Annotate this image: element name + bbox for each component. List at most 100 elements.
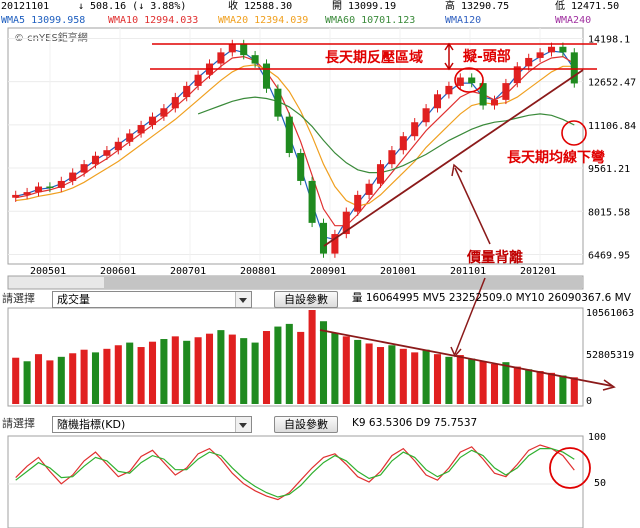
volume-bar: [490, 363, 499, 404]
candle-body: [468, 77, 476, 84]
volume-bar: [57, 356, 65, 404]
volume-bar: [148, 341, 157, 404]
candle-body: [285, 116, 293, 153]
candle-body: [502, 83, 510, 100]
candle-body: [171, 97, 179, 109]
volume-bar: [445, 356, 453, 404]
resistance-arrow-heads: [444, 42, 454, 71]
timeline-scroll-thumb[interactable]: [104, 277, 582, 288]
candle-body: [57, 180, 65, 188]
watermark: © cnYES鉅亨網: [14, 31, 88, 44]
price-xtick-label: 200901: [310, 266, 346, 277]
volume-indicator-select[interactable]: 成交量: [52, 291, 252, 308]
volume-bar: [319, 321, 328, 404]
volume-bars: [12, 310, 578, 404]
volume-bar: [160, 339, 168, 404]
candle-body: [354, 194, 362, 212]
candle-body: [103, 150, 111, 156]
volume-bar: [205, 333, 214, 404]
candle-body: [251, 55, 259, 64]
candle-body: [91, 155, 100, 165]
kd-select-value: 隨機指標(KD): [57, 418, 126, 431]
price-xtick-label: 201101: [450, 266, 486, 277]
candle-body: [422, 108, 430, 123]
candle-body: [148, 116, 157, 126]
candle-body: [228, 43, 236, 53]
volume-bar: [354, 339, 362, 404]
volume-select-value: 成交量: [57, 293, 90, 306]
legend-wma10: WMA10 12994.033: [108, 15, 198, 26]
price-xtick-label: 200601: [100, 266, 136, 277]
head-circle: [454, 67, 484, 93]
price-xtick-label: 200801: [240, 266, 276, 277]
candle-body: [160, 108, 168, 117]
candle-body: [536, 52, 544, 58]
candle-body: [570, 52, 578, 84]
kd-panel-frame: [7, 435, 584, 528]
candle-body: [23, 192, 31, 195]
price-xtick-label: 201201: [520, 266, 556, 277]
volume-bar: [331, 332, 339, 404]
volume-bar: [297, 331, 305, 404]
kd-stats: K9 63.5306 D9 75.7537: [352, 417, 478, 429]
candle-body: [80, 164, 88, 173]
price-ytick-label: 14198.1: [588, 34, 630, 45]
price-ytick-label: 12652.47: [588, 78, 636, 89]
divergence-annotation: 價量背離: [466, 249, 523, 266]
candle-body: [331, 234, 339, 254]
candle-body: [137, 125, 145, 134]
ma-legend: WMA5 13099.958 WMA10 12994.033 WMA20 123…: [1, 15, 591, 26]
header-open: 開 13099.19: [332, 0, 396, 12]
candle-body: [388, 150, 396, 165]
header-change: ↓ 508.16 (↓ 3.88%): [78, 1, 186, 12]
volume-bar: [274, 326, 282, 404]
ma-down-circle: [561, 120, 587, 146]
candle-body: [365, 183, 373, 195]
price-xtick-label: 200501: [30, 266, 66, 277]
kd-lines: [15, 444, 575, 501]
header-close: 收 12588.30: [228, 0, 292, 12]
candle-body: [126, 133, 134, 142]
candle-body: [217, 52, 225, 64]
volume-bar: [513, 366, 521, 404]
volume-trend-arrowhead: [602, 379, 616, 391]
volume-bar: [23, 361, 31, 404]
volume-bar: [456, 355, 464, 404]
price-x-axis: 200501 200601 200701 200801 200901 201001 2011…: [30, 266, 556, 277]
kd-select-label: 請選擇: [2, 417, 35, 430]
price-ytick-label: 9561.21: [588, 164, 630, 175]
price-xtick-label: 200701: [170, 266, 206, 277]
legend-wma60: WMA60 10701.123: [325, 15, 415, 26]
volume-bar: [34, 354, 43, 404]
volume-settings-button[interactable]: 自設參數: [274, 291, 338, 308]
candle-body: [456, 77, 464, 86]
support-trendline: [323, 69, 584, 247]
divergence-arrow-up: [454, 167, 491, 245]
volume-trendline: [319, 329, 613, 387]
volume-bar: [194, 337, 202, 404]
volume-bar: [126, 342, 134, 404]
candle-body: [479, 83, 487, 106]
kd-indicator-select[interactable]: 隨機指標(KD): [52, 416, 252, 433]
candle-body: [547, 46, 556, 53]
price-y-axis: 14198.1 12652.47 11106.84 9561.21 8015.58 646…: [588, 34, 636, 261]
candle-body: [433, 94, 442, 109]
divergence-arrow-down: [454, 277, 486, 355]
candle-body: [114, 141, 122, 151]
price-panel-frame: [7, 27, 584, 265]
ma-down-annotation: 長天期均線下彎: [507, 149, 605, 166]
volume-bar: [479, 361, 487, 404]
header-high: 高 13290.75: [445, 0, 509, 12]
candle-body: [513, 66, 521, 84]
kd-settings-button[interactable]: 自設參數: [274, 416, 338, 433]
volume-ytick-zero: 0: [586, 396, 592, 407]
candlesticks: [12, 39, 578, 258]
kd-line-k9: [15, 444, 575, 501]
volume-bar: [251, 342, 259, 404]
price-xtick-label: 201001: [380, 266, 416, 277]
candle-body: [274, 88, 282, 117]
candle-body: [34, 186, 43, 193]
volume-bar: [570, 377, 578, 404]
volume-bar: [433, 354, 442, 404]
